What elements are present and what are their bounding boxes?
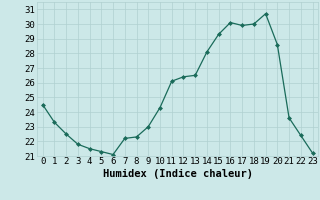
X-axis label: Humidex (Indice chaleur): Humidex (Indice chaleur) [103, 169, 252, 179]
